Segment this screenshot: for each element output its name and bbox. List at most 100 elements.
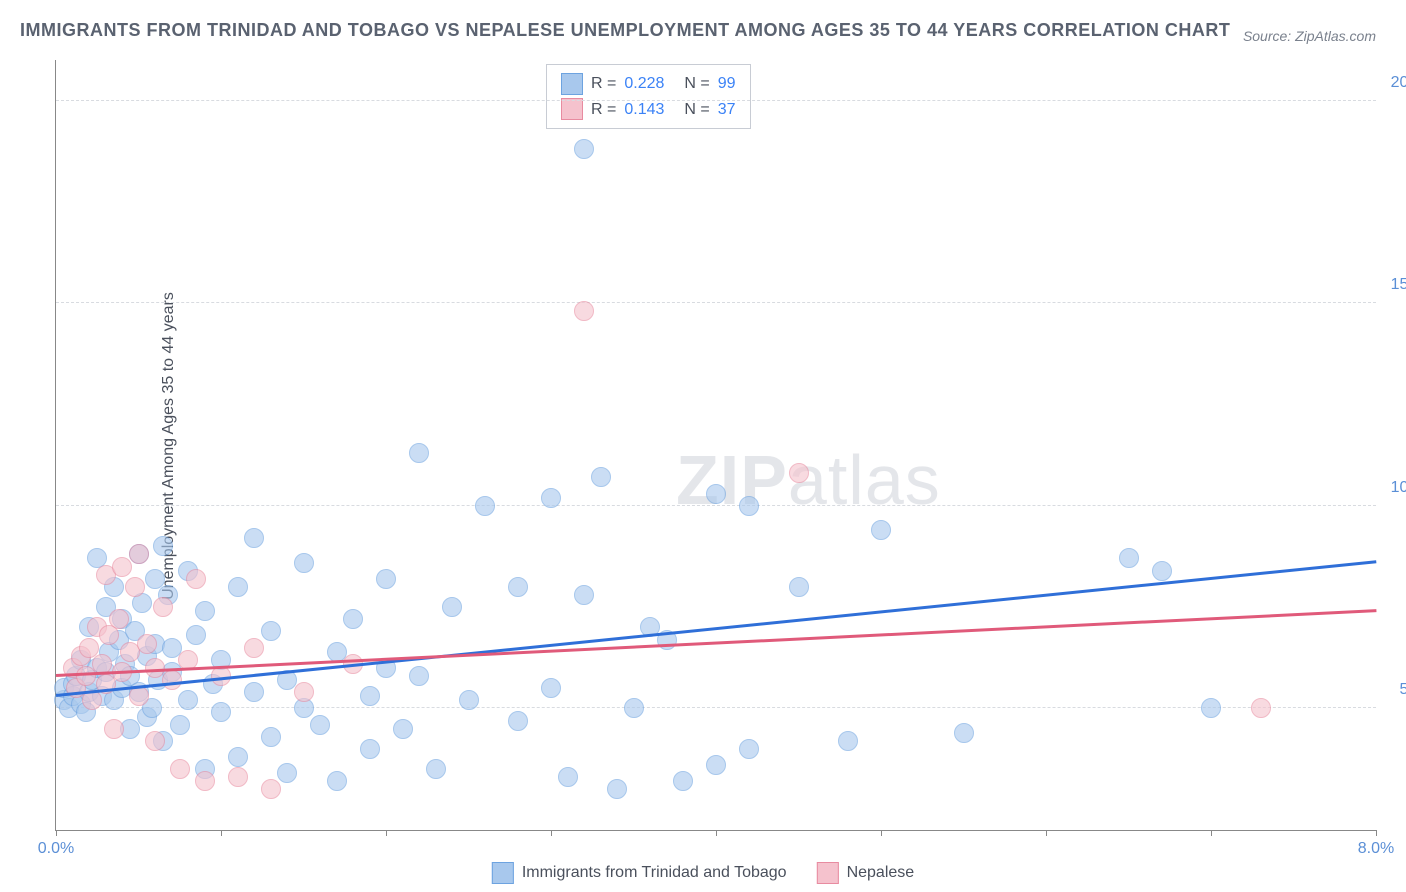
y-tick-label: 5.0% [1381, 681, 1406, 699]
scatter-point [376, 569, 396, 589]
x-tick [221, 830, 222, 836]
scatter-point [475, 496, 495, 516]
scatter-point [409, 443, 429, 463]
scatter-point [442, 597, 462, 617]
scatter-point [294, 682, 314, 702]
scatter-point [186, 569, 206, 589]
series-legend: Immigrants from Trinidad and Tobago Nepal… [492, 862, 914, 884]
chart-container: IMMIGRANTS FROM TRINIDAD AND TOBAGO VS N… [0, 0, 1406, 892]
source-label: Source: ZipAtlas.com [1243, 28, 1376, 44]
scatter-point [706, 484, 726, 504]
legend-item: Nepalese [817, 862, 915, 884]
scatter-point [244, 528, 264, 548]
scatter-point [607, 779, 627, 799]
scatter-point [1152, 561, 1172, 581]
scatter-point [244, 682, 264, 702]
scatter-point [426, 759, 446, 779]
scatter-point [360, 739, 380, 759]
legend-swatch [817, 862, 839, 884]
scatter-point [170, 715, 190, 735]
scatter-point [145, 731, 165, 751]
scatter-point [706, 755, 726, 775]
scatter-point [673, 771, 693, 791]
scatter-point [310, 715, 330, 735]
scatter-point [129, 544, 149, 564]
scatter-point [170, 759, 190, 779]
scatter-point [327, 771, 347, 791]
r-value: 0.228 [624, 71, 664, 97]
scatter-point [838, 731, 858, 751]
scatter-point [186, 625, 206, 645]
scatter-point [459, 690, 479, 710]
scatter-point [104, 719, 124, 739]
r-label: R = [591, 71, 616, 97]
legend-label: Nepalese [847, 864, 915, 882]
chart-title: IMMIGRANTS FROM TRINIDAD AND TOBAGO VS N… [20, 20, 1230, 41]
legend-row: R = 0.228 N = 99 [561, 71, 736, 97]
scatter-point [277, 763, 297, 783]
gridline [56, 707, 1376, 708]
scatter-point [789, 577, 809, 597]
trend-line [56, 560, 1376, 696]
x-tick [56, 830, 57, 836]
scatter-point [162, 670, 182, 690]
scatter-point [195, 601, 215, 621]
scatter-point [129, 686, 149, 706]
scatter-point [228, 747, 248, 767]
y-tick-label: 20.0% [1381, 74, 1406, 92]
scatter-point [591, 467, 611, 487]
legend-swatch [561, 73, 583, 95]
scatter-point [558, 767, 578, 787]
n-label: N = [684, 71, 709, 97]
scatter-point [1119, 548, 1139, 568]
plot-area: ZIPatlas R =0.228N =99R =0.143N =37 5.0%… [55, 60, 1376, 831]
x-tick [1376, 830, 1377, 836]
scatter-point [393, 719, 413, 739]
x-tick [881, 830, 882, 836]
x-tick [386, 830, 387, 836]
x-tick-label: 0.0% [38, 840, 74, 858]
scatter-point [1251, 698, 1271, 718]
scatter-point [508, 711, 528, 731]
scatter-point [228, 577, 248, 597]
scatter-point [261, 779, 281, 799]
n-value: 99 [718, 71, 736, 97]
legend-item: Immigrants from Trinidad and Tobago [492, 862, 787, 884]
scatter-point [360, 686, 380, 706]
y-tick-label: 15.0% [1381, 276, 1406, 294]
scatter-point [574, 585, 594, 605]
scatter-point [137, 634, 157, 654]
x-tick [1046, 830, 1047, 836]
scatter-point [624, 698, 644, 718]
correlation-legend: R =0.228N =99R =0.143N =37 [546, 64, 751, 129]
scatter-point [195, 771, 215, 791]
scatter-point [211, 702, 231, 722]
scatter-point [343, 609, 363, 629]
scatter-point [261, 727, 281, 747]
scatter-point [739, 496, 759, 516]
legend-swatch [492, 862, 514, 884]
scatter-point [541, 678, 561, 698]
scatter-point [244, 638, 264, 658]
scatter-point [109, 609, 129, 629]
scatter-point [153, 536, 173, 556]
y-tick-label: 10.0% [1381, 479, 1406, 497]
scatter-point [1201, 698, 1221, 718]
x-tick [551, 830, 552, 836]
scatter-point [871, 520, 891, 540]
scatter-point [954, 723, 974, 743]
gridline [56, 100, 1376, 101]
scatter-point [789, 463, 809, 483]
watermark: ZIPatlas [676, 440, 941, 520]
scatter-point [574, 301, 594, 321]
scatter-point [228, 767, 248, 787]
scatter-point [294, 553, 314, 573]
legend-label: Immigrants from Trinidad and Tobago [522, 864, 787, 882]
watermark-bold: ZIP [676, 441, 788, 519]
scatter-point [508, 577, 528, 597]
legend-swatch [561, 98, 583, 120]
scatter-point [178, 690, 198, 710]
scatter-point [574, 139, 594, 159]
x-tick [1211, 830, 1212, 836]
scatter-point [125, 577, 145, 597]
